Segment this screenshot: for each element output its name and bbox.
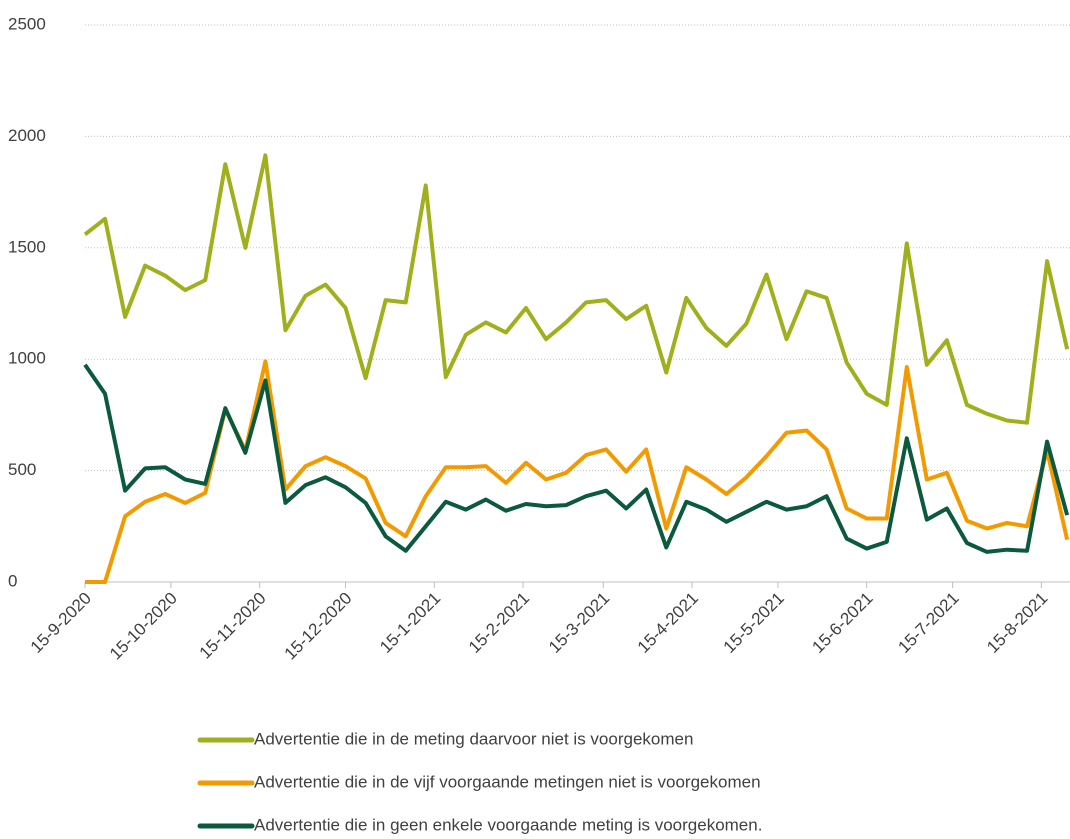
x-tick-label: 15-7-2021 xyxy=(894,589,962,657)
x-tick-label: 15-2-2021 xyxy=(465,589,533,657)
x-tick-label: 15-6-2021 xyxy=(808,589,876,657)
series-line xyxy=(85,359,1070,584)
legend-label: Advertentie die in de vijf voorgaande me… xyxy=(254,772,761,791)
series-line xyxy=(83,363,1070,554)
x-tick-label: 15-11-2020 xyxy=(196,589,270,663)
y-tick-label: 1500 xyxy=(8,237,46,256)
plot-area xyxy=(83,153,1070,584)
x-tick-label: 15-1-2021 xyxy=(376,589,444,657)
y-tick-label: 500 xyxy=(8,460,36,479)
x-tick-label: 15-10-2020 xyxy=(106,589,181,664)
y-tick-label: 1000 xyxy=(8,349,46,368)
x-tick-label: 15-4-2021 xyxy=(634,589,702,657)
series-line xyxy=(83,153,1070,425)
x-tick-label: 15-12-2020 xyxy=(281,589,356,664)
y-tick-label: 2500 xyxy=(8,14,46,33)
y-tick-label: 0 xyxy=(8,571,17,590)
legend-label: Advertentie die in de meting daarvoor ni… xyxy=(254,729,693,748)
x-tick-label: 15-9-2020 xyxy=(27,589,95,657)
x-tick-label: 15-3-2021 xyxy=(545,589,613,657)
legend-label: Advertentie die in geen enkele voorgaand… xyxy=(254,815,762,834)
y-tick-label: 2000 xyxy=(8,126,46,145)
x-tick-label: 15-8-2021 xyxy=(983,589,1051,657)
x-tick-label: 15-5-2021 xyxy=(720,589,788,657)
